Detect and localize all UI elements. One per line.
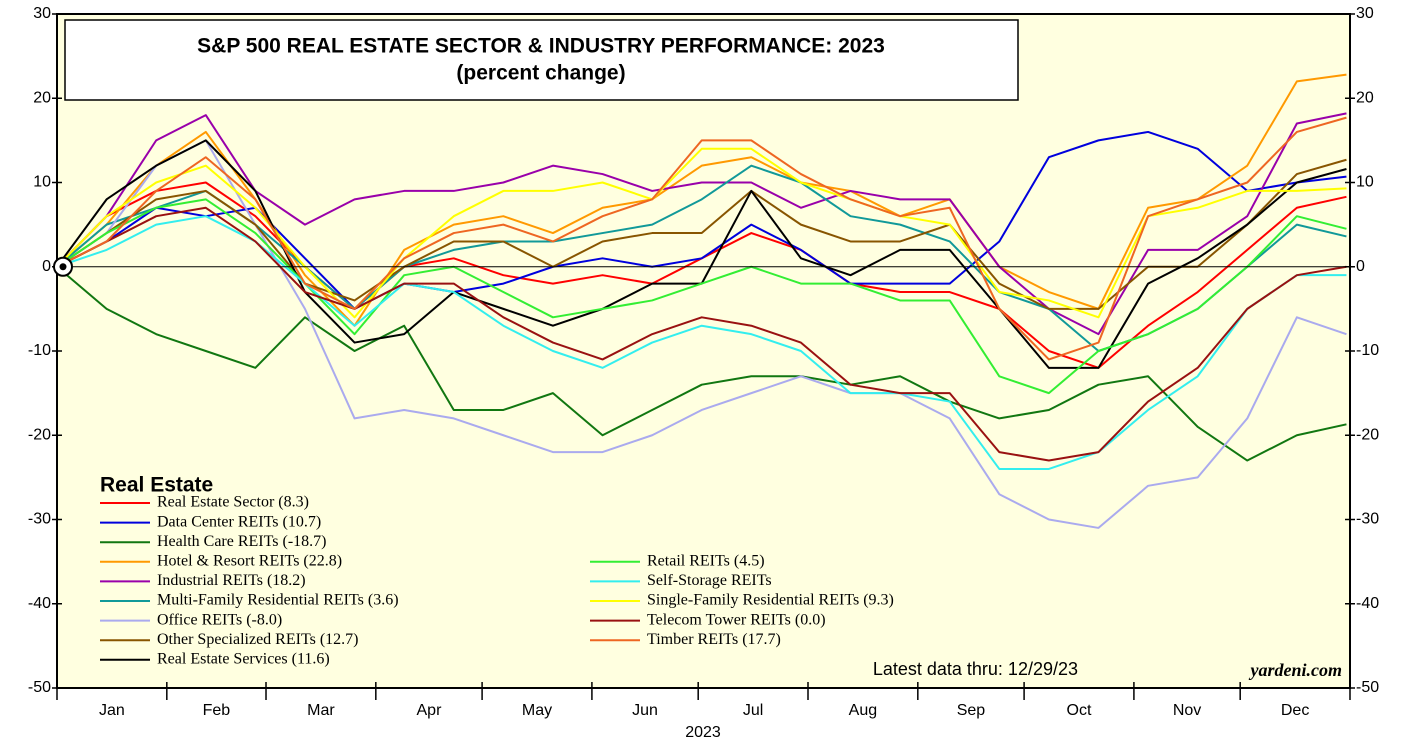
legend-label: Health Care REITs (-18.7) bbox=[157, 533, 327, 550]
y-tick-label: 0 bbox=[42, 258, 51, 275]
legend-label: Hotel & Resort REITs (22.8) bbox=[157, 552, 342, 569]
legend-label: Real Estate Sector (8.3) bbox=[157, 494, 309, 511]
legend-label: Timber REITs (17.7) bbox=[647, 631, 781, 648]
series-line bbox=[56, 112, 1347, 336]
x-tick-label: Jun bbox=[632, 702, 658, 719]
x-tick-label: Aug bbox=[849, 702, 877, 719]
y-tick-label: -50 bbox=[28, 679, 51, 696]
origin-dot bbox=[59, 263, 67, 271]
y2-tick-label: -20 bbox=[1356, 426, 1379, 443]
x-tick-label: Dec bbox=[1281, 702, 1309, 719]
series-line bbox=[56, 139, 1347, 529]
legend-title: Real Estate bbox=[100, 474, 213, 497]
x-tick-label: May bbox=[522, 702, 552, 719]
legend-label: Telecom Tower REITs (0.0) bbox=[647, 611, 826, 628]
x-tick-label: Apr bbox=[417, 702, 443, 719]
y-tick-label: -30 bbox=[28, 511, 51, 528]
legend-label: Other Specialized REITs (12.7) bbox=[157, 631, 358, 648]
y2-tick-label: -40 bbox=[1356, 595, 1379, 612]
legend-label: Data Center REITs (10.7) bbox=[157, 513, 321, 530]
y2-tick-label: 30 bbox=[1356, 5, 1374, 22]
y-tick-label: 10 bbox=[33, 174, 51, 191]
y-tick-label: -40 bbox=[28, 595, 51, 612]
y2-tick-label: -30 bbox=[1356, 511, 1379, 528]
y2-tick-label: 20 bbox=[1356, 89, 1374, 106]
x-tick-label: Nov bbox=[1173, 702, 1201, 719]
source: yardeni.com bbox=[1249, 660, 1343, 680]
series-line bbox=[56, 158, 1347, 310]
legend-label: Industrial REITs (18.2) bbox=[157, 572, 306, 589]
legend-label: Retail REITs (4.5) bbox=[647, 552, 765, 569]
x-tick-label: Feb bbox=[203, 702, 231, 719]
series-line bbox=[56, 206, 1347, 462]
series-line bbox=[56, 265, 1347, 462]
chart-title: S&P 500 REAL ESTATE SECTOR & INDUSTRY PE… bbox=[197, 35, 885, 58]
title-box bbox=[64, 19, 1019, 101]
legend-label: Self-Storage REITs bbox=[647, 572, 772, 589]
y2-tick-label: -50 bbox=[1356, 679, 1379, 696]
y-tick-label: 20 bbox=[33, 89, 51, 106]
x-tick-label: Jan bbox=[99, 702, 125, 719]
series-line bbox=[56, 198, 1347, 395]
y-tick-label: 30 bbox=[33, 5, 51, 22]
x-tick-label: Jul bbox=[743, 702, 763, 719]
y2-tick-label: -10 bbox=[1356, 342, 1379, 359]
y2-tick-label: 0 bbox=[1356, 258, 1365, 275]
legend-label: Office REITs (-8.0) bbox=[157, 611, 282, 628]
legend-label: Multi-Family Residential REITs (3.6) bbox=[157, 592, 399, 609]
x-tick-label: Oct bbox=[1067, 702, 1092, 719]
x-tick-label: Mar bbox=[307, 702, 335, 719]
series-line bbox=[56, 215, 1347, 470]
chart-subtitle: (percent change) bbox=[456, 62, 625, 85]
annotation: Latest data thru: 12/29/23 bbox=[873, 659, 1078, 679]
x-tick-label: Sep bbox=[957, 702, 986, 719]
y-tick-label: -10 bbox=[28, 342, 51, 359]
y-tick-label: -20 bbox=[28, 426, 51, 443]
legend-label: Real Estate Services (11.6) bbox=[157, 650, 330, 667]
x-axis-label: 2023 bbox=[685, 724, 721, 741]
series-line bbox=[56, 116, 1347, 361]
lines bbox=[56, 73, 1347, 529]
legend-label: Single-Family Residential REITs (9.3) bbox=[647, 592, 894, 609]
y2-tick-label: 10 bbox=[1356, 174, 1374, 191]
